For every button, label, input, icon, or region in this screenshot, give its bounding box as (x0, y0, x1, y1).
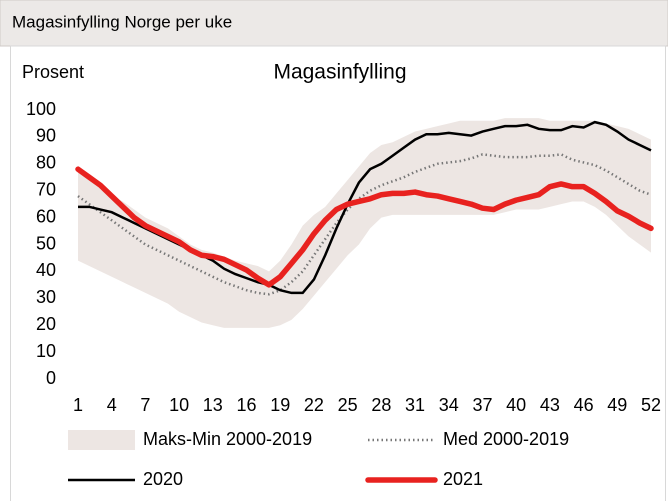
y-tick-label: 70 (36, 179, 56, 199)
x-tick-label: 52 (641, 395, 661, 415)
y-tick-label: 30 (36, 287, 56, 307)
band-area (78, 118, 651, 328)
x-tick-label: 1 (73, 395, 83, 415)
y-tick-label: 100 (26, 99, 56, 119)
x-tick-label: 34 (439, 395, 459, 415)
y-tick-label: 90 (36, 126, 56, 146)
x-tick-label: 22 (304, 395, 324, 415)
x-tick-label: 7 (140, 395, 150, 415)
x-tick-label: 16 (237, 395, 257, 415)
legend-label: 2020 (143, 469, 183, 489)
y-axis-label: Prosent (22, 62, 84, 82)
y-tick-label: 40 (36, 260, 56, 280)
x-tick-label: 49 (607, 395, 627, 415)
x-tick-label: 10 (169, 395, 189, 415)
y-tick-label: 0 (46, 368, 56, 388)
y-tick-label: 10 (36, 341, 56, 361)
series-line (75, 166, 654, 288)
x-tick-label: 28 (371, 395, 391, 415)
x-tick-label: 46 (574, 395, 594, 415)
y-tick-label: 50 (36, 233, 56, 253)
legend-label: Med 2000-2019 (443, 429, 569, 449)
x-tick-label: 19 (270, 395, 290, 415)
legend-label: Maks-Min 2000-2019 (143, 429, 312, 449)
x-tick-label: 43 (540, 395, 560, 415)
x-tick-label: 4 (107, 395, 117, 415)
legend-label: 2021 (443, 469, 483, 489)
header-title: Magasinfylling Norge per uke (12, 12, 232, 31)
x-tick-label: 25 (338, 395, 358, 415)
x-tick-label: 31 (405, 395, 425, 415)
y-tick-label: 80 (36, 153, 56, 173)
legend-swatch (68, 430, 135, 450)
y-tick-label: 60 (36, 206, 56, 226)
x-tick-label: 40 (506, 395, 526, 415)
y-tick-label: 20 (36, 314, 56, 334)
x-tick-label: 37 (472, 395, 492, 415)
x-tick-label: 13 (203, 395, 223, 415)
chart-title: Magasinfylling (273, 61, 406, 84)
